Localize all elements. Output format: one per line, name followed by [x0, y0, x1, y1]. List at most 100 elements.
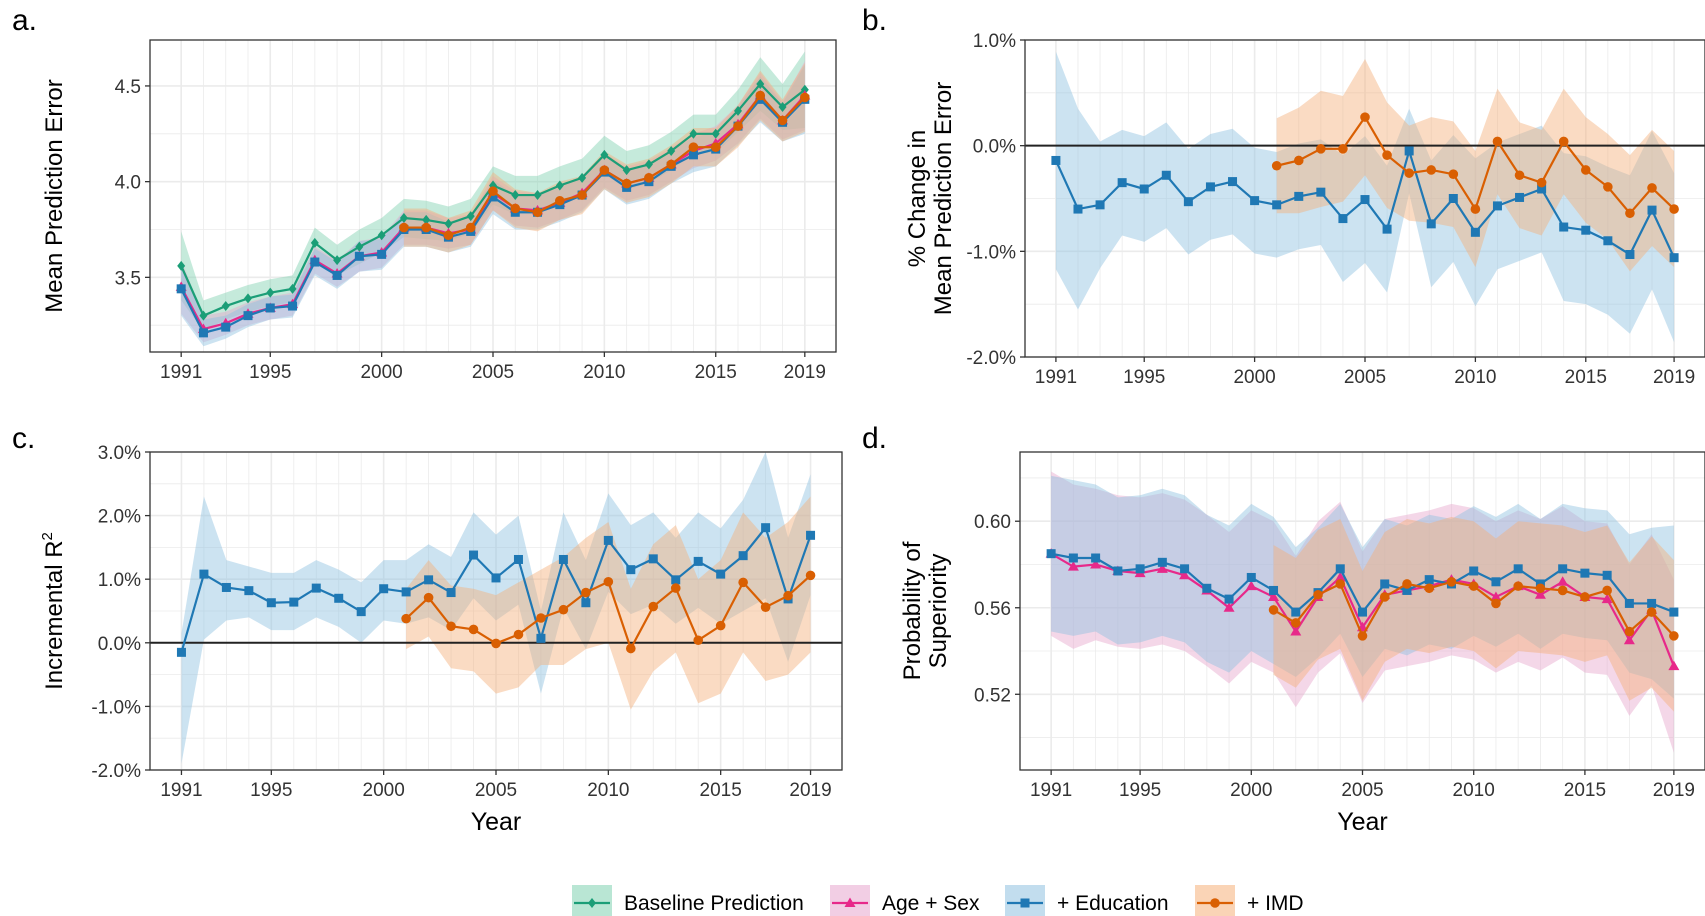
data-point-age_sex	[1534, 589, 1546, 599]
data-point-imd	[666, 159, 676, 170]
data-point-baseline	[221, 301, 230, 312]
data-point-education	[1581, 225, 1591, 235]
panel-label: a.	[12, 4, 37, 37]
plot-area	[1045, 471, 1680, 753]
x-tick-label: 2015	[695, 362, 737, 383]
y-tick-label: 0.56	[974, 599, 1011, 620]
data-point-imd	[1468, 581, 1479, 591]
data-point-education	[1537, 184, 1547, 194]
data-point-imd	[1382, 150, 1392, 160]
data-point-education	[1492, 201, 1502, 211]
data-point-baseline	[533, 190, 542, 201]
data-point-education	[176, 647, 186, 657]
legend-item-education: + Education	[1005, 885, 1169, 916]
x-tick-label: 2019	[789, 780, 831, 801]
data-point-education	[626, 565, 636, 575]
panel-a: a. 1991 1995 2000 2005 2010 2015 2019 3.5 4.0 4.5 M…	[12, 4, 837, 383]
data-point-education	[693, 556, 703, 566]
y-tick-label: 1.0%	[973, 31, 1016, 52]
data-point-education	[1294, 191, 1304, 201]
x-tick-label: 1991	[160, 362, 202, 383]
data-point-baseline	[644, 159, 653, 170]
data-point-imd	[1360, 112, 1370, 122]
y-axis-title: Incremental R2	[39, 532, 68, 690]
data-point-imd	[1491, 598, 1501, 609]
y-tick-label: -1.0%	[91, 697, 141, 718]
data-point-imd	[536, 613, 546, 623]
data-point-imd	[1669, 204, 1679, 214]
data-point-imd	[468, 624, 479, 635]
data-point-imd	[755, 90, 766, 101]
data-point-education	[581, 598, 591, 608]
x-tick-label: 2005	[1344, 367, 1386, 388]
data-point-education	[199, 569, 209, 579]
panel-label: c.	[12, 422, 35, 455]
y-tick-label: -1.0%	[966, 242, 1016, 263]
data-point-imd	[1535, 583, 1546, 594]
data-point-imd	[1647, 183, 1657, 193]
y-tick-label: 0.52	[974, 685, 1011, 706]
data-point-baseline	[800, 84, 809, 95]
data-point-imd	[626, 643, 636, 654]
x-tick-label: 1995	[1123, 367, 1165, 388]
data-point-age_sex	[1290, 626, 1302, 636]
data-point-education	[1469, 566, 1479, 576]
data-point-education	[266, 598, 276, 608]
data-point-imd	[1513, 581, 1523, 591]
data-point-education	[671, 575, 681, 585]
data-point-imd	[800, 92, 810, 103]
data-point-education	[1358, 607, 1367, 617]
data-point-imd	[644, 173, 654, 183]
data-point-baseline	[310, 237, 319, 248]
data-point-education	[332, 270, 342, 280]
data-point-imd	[1470, 204, 1481, 214]
data-point-imd	[1625, 208, 1635, 219]
data-point-education	[1183, 197, 1193, 207]
data-point-baseline	[689, 128, 698, 139]
data-point-imd	[1271, 160, 1282, 171]
data-point-education	[1228, 177, 1238, 187]
data-point-education	[1424, 575, 1434, 585]
data-point-imd	[805, 570, 816, 581]
data-point-education	[244, 586, 254, 596]
panel-label: b.	[862, 4, 887, 37]
legend-label: Baseline Prediction	[624, 892, 804, 915]
x-tick-label: 2019	[1653, 367, 1695, 388]
y-axis-title: % Change in	[904, 130, 931, 267]
data-point-imd	[421, 222, 431, 233]
data-point-imd	[1316, 144, 1326, 154]
data-point-imd	[1492, 136, 1503, 147]
data-point-education	[558, 554, 568, 564]
data-point-education	[603, 535, 613, 545]
data-point-imd	[733, 121, 743, 131]
data-point-imd	[1669, 631, 1679, 641]
data-point-imd	[491, 638, 501, 649]
data-point-imd	[1602, 585, 1612, 596]
data-point-imd	[1624, 626, 1635, 637]
data-point-baseline	[399, 213, 408, 224]
legend-item-age_sex: Age + Sex	[830, 885, 980, 916]
data-point-education	[243, 311, 253, 321]
x-tick-label: 2010	[583, 362, 625, 383]
ci-band-imd	[1273, 516, 1674, 712]
data-point-imd	[1558, 136, 1569, 147]
data-point-education	[288, 301, 298, 311]
ci-band-imd	[406, 496, 811, 710]
data-point-imd	[1448, 169, 1459, 179]
data-point-imd	[1580, 165, 1591, 175]
data-point-education	[1180, 564, 1190, 574]
legend-key-marker	[844, 897, 856, 907]
x-tick-label: 1995	[250, 780, 292, 801]
data-point-education	[1338, 214, 1348, 224]
data-point-education	[1360, 195, 1370, 205]
y-tick-label: 4.0	[115, 173, 141, 194]
data-point-education	[1382, 224, 1392, 234]
y-axis-title: Probability of	[899, 541, 926, 680]
x-tick-label: 2015	[1564, 780, 1606, 801]
legend-key-marker	[588, 898, 596, 908]
x-axis-title: Year	[1337, 808, 1388, 836]
data-point-imd	[1514, 170, 1525, 181]
data-point-baseline	[333, 255, 342, 266]
data-point-baseline	[266, 287, 275, 298]
data-point-education	[648, 554, 658, 564]
